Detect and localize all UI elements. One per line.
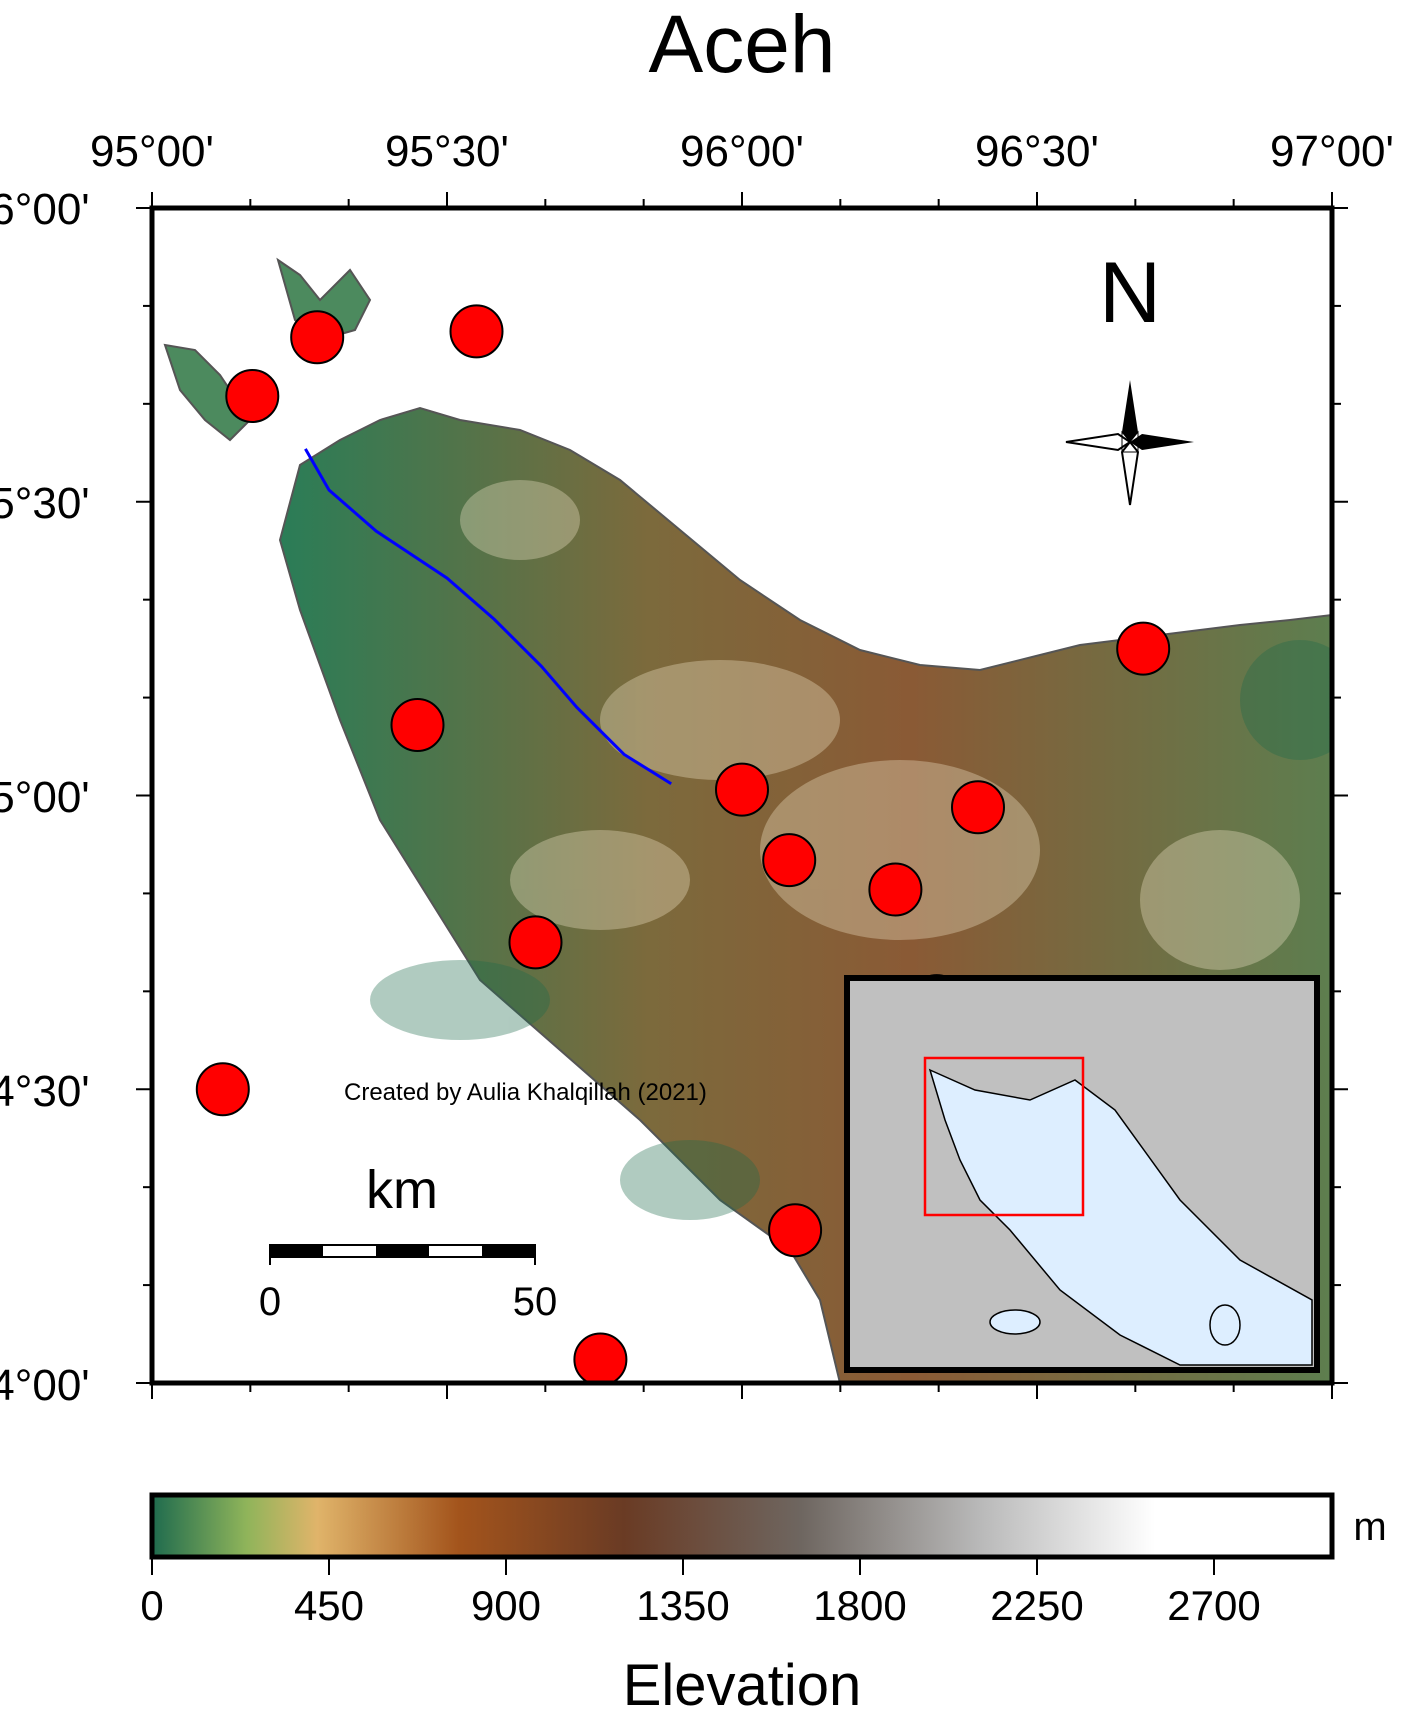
map-title: Aceh: [649, 0, 836, 90]
lat-label: 6°00': [0, 185, 90, 234]
lon-label: 95°00': [90, 127, 214, 176]
fault-line: [304, 448, 672, 786]
colorbar-tick: 0: [140, 1582, 163, 1629]
lon-labels: 95°00' 95°30' 96°00' 96°30' 97°00': [90, 127, 1394, 176]
colorbar-tick: 1350: [636, 1582, 729, 1629]
colorbar-label: Elevation: [623, 1653, 862, 1718]
inset-map: [844, 975, 1320, 1373]
colorbar-tick: 2250: [990, 1582, 1083, 1629]
colorbar-tick: 2700: [1167, 1582, 1260, 1629]
scale-unit: km: [366, 1160, 438, 1220]
station-marker[interactable]: [715, 762, 769, 817]
credit-text: Created by Aulia Khalqillah (2021): [344, 1079, 707, 1106]
scale-min: 0: [259, 1280, 281, 1324]
lat-label: 4°30': [0, 1067, 90, 1116]
scale-max: 50: [513, 1280, 558, 1324]
station-marker[interactable]: [951, 780, 1005, 835]
station-marker[interactable]: [1116, 621, 1171, 676]
station-marker[interactable]: [762, 833, 817, 888]
lat-label: 5°30': [0, 479, 90, 528]
scale-bar: km 0 50: [259, 1160, 557, 1324]
lat-label: 5°00': [0, 773, 90, 822]
station-marker[interactable]: [508, 915, 563, 970]
colorbar-tick: 1800: [813, 1582, 906, 1629]
lon-label: 96°30': [975, 127, 1099, 176]
lon-label: 96°00': [680, 127, 804, 176]
colorbar-unit: m: [1353, 1505, 1386, 1549]
station-marker[interactable]: [225, 369, 280, 423]
north-label: N: [1099, 245, 1161, 341]
station-marker[interactable]: [449, 304, 504, 359]
lat-labels: 6°00' 5°30' 5°00' 4°30' 4°00': [0, 185, 90, 1410]
station-marker[interactable]: [390, 698, 445, 752]
inset-land: [928, 1068, 1313, 1366]
lon-label: 95°30': [385, 127, 509, 176]
colorbar-tick: 450: [294, 1582, 364, 1629]
lon-label: 97°00': [1270, 127, 1394, 176]
station-marker[interactable]: [573, 1332, 628, 1386]
colorbar: m 0 450 900 1350 1800 2250 2700 Elevatio…: [140, 1492, 1387, 1718]
north-arrow: N: [1065, 245, 1194, 506]
station-marker[interactable]: [195, 1062, 250, 1117]
lat-label: 4°00': [0, 1361, 90, 1410]
station-marker[interactable]: [868, 862, 923, 917]
inset-extent-box: [923, 1056, 1085, 1217]
axis-ticks: [136, 192, 1348, 1399]
station-marker[interactable]: [768, 1203, 823, 1258]
breueh-island: [163, 343, 252, 442]
colorbar-tick: 900: [471, 1582, 541, 1629]
station-marker[interactable]: [290, 310, 345, 365]
